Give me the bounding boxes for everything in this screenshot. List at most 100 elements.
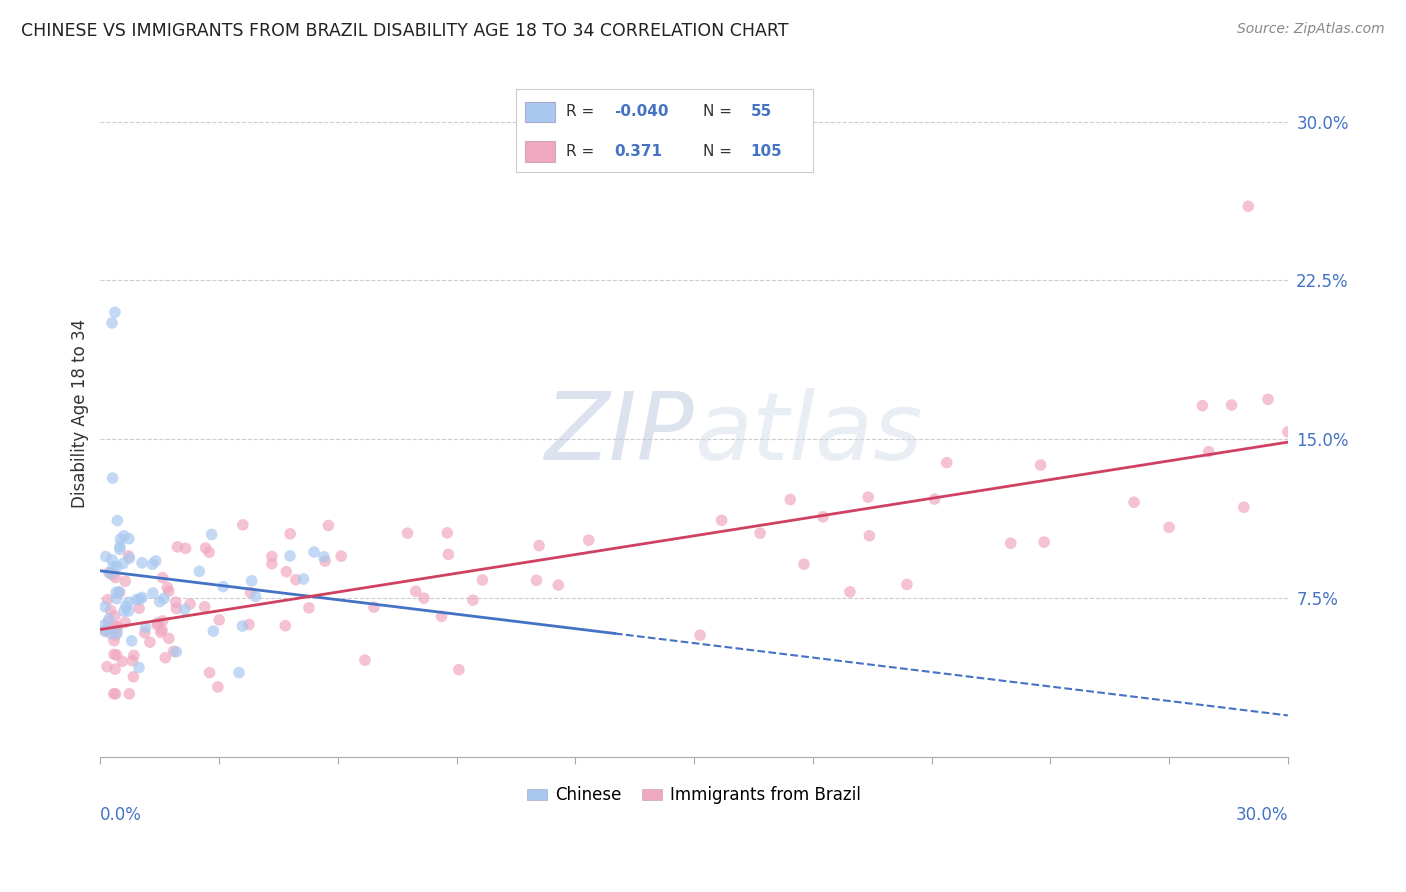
Point: [278, 549, 301, 563]
Point: [228, 665, 250, 680]
Point: [935, 456, 957, 470]
Point: [461, 593, 484, 607]
Point: [405, 584, 427, 599]
Point: [1237, 199, 1260, 213]
Point: [101, 316, 124, 330]
Point: [107, 620, 129, 634]
Point: [578, 533, 600, 548]
Point: [858, 529, 880, 543]
Point: [437, 548, 460, 562]
Point: [856, 490, 879, 504]
Point: [260, 549, 283, 564]
Point: [121, 654, 143, 668]
Point: [110, 532, 132, 546]
Point: [98, 566, 121, 581]
Point: [104, 687, 127, 701]
Text: 30.0%: 30.0%: [1236, 805, 1288, 823]
Point: [117, 595, 139, 609]
Point: [1220, 398, 1243, 412]
Point: [105, 585, 128, 599]
Point: [162, 644, 184, 658]
Point: [174, 541, 197, 556]
Point: [112, 557, 135, 571]
Legend: Chinese, Immigrants from Brazil: Chinese, Immigrants from Brazil: [520, 780, 868, 811]
Point: [149, 625, 172, 640]
Point: [129, 592, 152, 607]
Point: [152, 571, 174, 585]
Point: [104, 628, 127, 642]
Point: [207, 680, 229, 694]
Point: [278, 526, 301, 541]
Point: [149, 594, 172, 608]
Point: [114, 574, 136, 589]
Point: [103, 687, 125, 701]
Text: Source: ZipAtlas.com: Source: ZipAtlas.com: [1237, 22, 1385, 37]
Point: [302, 545, 325, 559]
Point: [105, 559, 128, 574]
Point: [212, 580, 235, 594]
Point: [94, 624, 117, 639]
Point: [276, 565, 298, 579]
Point: [98, 612, 121, 626]
Point: [165, 645, 187, 659]
Point: [112, 604, 135, 618]
Point: [1198, 444, 1220, 458]
Point: [314, 554, 336, 568]
Point: [231, 619, 253, 633]
Point: [779, 492, 801, 507]
Point: [1277, 425, 1299, 439]
Point: [471, 573, 494, 587]
Point: [839, 585, 862, 599]
Point: [1233, 500, 1256, 515]
Point: [105, 619, 128, 633]
Point: [145, 554, 167, 568]
Point: [104, 305, 127, 319]
Point: [274, 618, 297, 632]
Point: [245, 590, 267, 604]
Point: [188, 565, 211, 579]
Point: [128, 601, 150, 615]
Point: [689, 628, 711, 642]
Point: [155, 650, 177, 665]
Point: [153, 591, 176, 606]
Point: [430, 609, 453, 624]
Point: [135, 620, 157, 634]
Point: [749, 526, 772, 541]
Point: [122, 670, 145, 684]
Point: [131, 591, 153, 605]
Point: [94, 549, 117, 564]
Point: [134, 625, 156, 640]
Point: [447, 663, 470, 677]
Point: [793, 558, 815, 572]
Point: [330, 549, 353, 564]
Point: [125, 592, 148, 607]
Point: [105, 626, 128, 640]
Point: [1000, 536, 1022, 550]
Point: [194, 599, 217, 614]
Point: [111, 654, 134, 668]
Point: [1123, 495, 1146, 509]
Point: [104, 609, 127, 624]
Point: [312, 549, 335, 564]
Point: [165, 595, 187, 609]
Point: [208, 613, 231, 627]
Text: ZIP: ZIP: [544, 388, 695, 479]
Point: [198, 545, 221, 559]
Point: [108, 540, 131, 554]
Text: CHINESE VS IMMIGRANTS FROM BRAZIL DISABILITY AGE 18 TO 34 CORRELATION CHART: CHINESE VS IMMIGRANTS FROM BRAZIL DISABI…: [21, 22, 789, 40]
Point: [101, 471, 124, 485]
Point: [121, 633, 143, 648]
Point: [260, 557, 283, 571]
Text: 0.0%: 0.0%: [100, 805, 142, 823]
Point: [710, 513, 733, 527]
Point: [284, 573, 307, 587]
Point: [100, 603, 122, 617]
Point: [1159, 520, 1181, 534]
Point: [292, 572, 315, 586]
Point: [97, 592, 120, 607]
Point: [97, 615, 120, 629]
Point: [179, 597, 201, 611]
Point: [173, 602, 195, 616]
Point: [105, 648, 128, 662]
Point: [100, 626, 122, 640]
